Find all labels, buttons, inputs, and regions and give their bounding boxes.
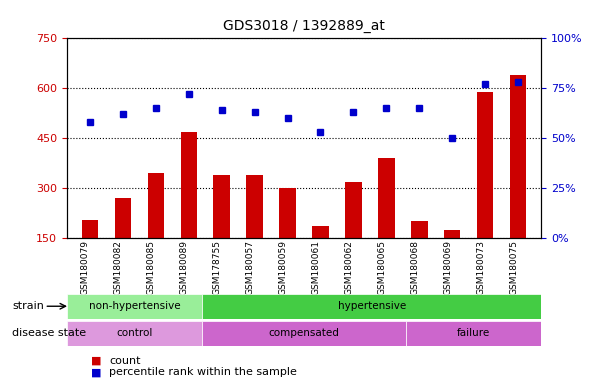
Bar xyxy=(246,175,263,288)
Text: strain: strain xyxy=(12,301,44,311)
Text: percentile rank within the sample: percentile rank within the sample xyxy=(109,367,297,377)
FancyBboxPatch shape xyxy=(202,321,406,346)
Bar xyxy=(313,227,329,288)
Text: GSM180062: GSM180062 xyxy=(344,240,353,295)
FancyBboxPatch shape xyxy=(202,294,541,319)
Bar xyxy=(279,188,295,288)
Text: hypertensive: hypertensive xyxy=(337,301,406,311)
Bar xyxy=(213,175,230,288)
Text: GSM180059: GSM180059 xyxy=(278,240,288,295)
FancyBboxPatch shape xyxy=(67,294,202,319)
Text: count: count xyxy=(109,356,141,366)
Bar xyxy=(81,220,98,288)
Text: GSM180082: GSM180082 xyxy=(114,240,123,295)
Text: compensated: compensated xyxy=(269,328,339,338)
Text: GSM180061: GSM180061 xyxy=(311,240,320,295)
Text: GSM180068: GSM180068 xyxy=(410,240,420,295)
Bar xyxy=(181,132,197,288)
FancyBboxPatch shape xyxy=(67,321,202,346)
Bar xyxy=(115,198,131,288)
Text: GSM180075: GSM180075 xyxy=(509,240,518,295)
Text: GSM180073: GSM180073 xyxy=(476,240,485,295)
Text: disease state: disease state xyxy=(12,328,86,338)
Bar xyxy=(148,173,164,288)
Text: ■: ■ xyxy=(91,356,102,366)
Text: GSM178755: GSM178755 xyxy=(213,240,222,295)
Bar xyxy=(477,92,493,288)
Text: GDS3018 / 1392889_at: GDS3018 / 1392889_at xyxy=(223,19,385,33)
FancyBboxPatch shape xyxy=(406,321,541,346)
Text: failure: failure xyxy=(457,328,490,338)
Text: ■: ■ xyxy=(91,367,102,377)
Text: GSM180069: GSM180069 xyxy=(443,240,452,295)
Text: control: control xyxy=(117,328,153,338)
Text: non-hypertensive: non-hypertensive xyxy=(89,301,181,311)
Bar xyxy=(444,230,460,288)
Bar xyxy=(345,182,362,288)
Bar xyxy=(510,75,527,288)
Bar xyxy=(378,158,395,288)
Text: GSM180057: GSM180057 xyxy=(246,240,255,295)
Text: GSM180089: GSM180089 xyxy=(180,240,188,295)
Text: GSM180065: GSM180065 xyxy=(378,240,386,295)
Text: GSM180085: GSM180085 xyxy=(147,240,156,295)
Text: GSM180079: GSM180079 xyxy=(81,240,90,295)
Bar xyxy=(411,222,427,288)
